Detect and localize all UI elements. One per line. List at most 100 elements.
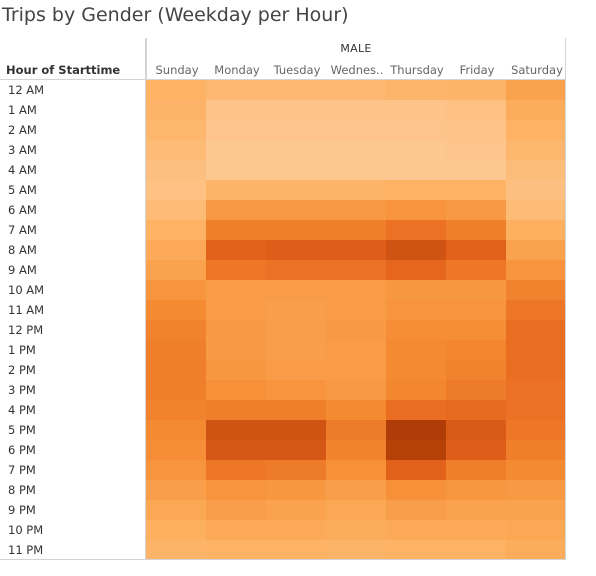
row-label: 10 AM [8,283,45,297]
heatmap-cell [146,440,206,460]
heatmap-cell [206,420,266,440]
heatmap-cell [266,380,326,400]
heatmap-cell [326,180,386,200]
heatmap-cell [206,320,266,340]
row-label: 2 AM [8,123,37,137]
heatmap-cell [506,300,566,320]
heatmap-cell [266,460,326,480]
heatmap-cell [326,520,386,540]
heatmap-cell [386,340,446,360]
heatmap-cell [326,480,386,500]
heatmap-cell [326,320,386,340]
heatmap-cell [206,80,266,100]
heatmap-cell [206,300,266,320]
heatmap-cell [446,220,506,240]
heatmap-frame: MALE Sunday Monday Tuesday Wednes.. Thur… [0,38,566,560]
heatmap-cell [506,440,566,460]
heatmap-cell [446,540,506,560]
heatmap-cell [506,240,566,260]
heatmap-cell [506,520,566,540]
heatmap-cell [446,460,506,480]
heatmap-cell [146,320,206,340]
heatmap-cell [146,480,206,500]
heatmap-cell [146,260,206,280]
row-label: 7 AM [8,223,37,237]
heatmap-cell [206,440,266,460]
heatmap-cell [506,220,566,240]
heatmap-cell [326,500,386,520]
row-header-divider [0,79,146,80]
heatmap-cell [266,500,326,520]
heatmap-cell [206,520,266,540]
heatmap-cell [386,180,446,200]
heatmap-cell [446,120,506,140]
heatmap-cell [326,440,386,460]
heatmap-cell [506,120,566,140]
heatmap-cell [326,120,386,140]
row-label: 8 PM [8,483,36,497]
heatmap-cell [266,200,326,220]
row-label: 9 AM [8,263,37,277]
row-label: 3 PM [8,383,36,397]
heatmap-cell [206,140,266,160]
heatmap-cell [266,420,326,440]
heatmap-cell [386,420,446,440]
column-label-friday: Friday [459,63,495,77]
heatmap-cell [146,220,206,240]
heatmap-cell [206,380,266,400]
heatmap-grid [146,80,566,560]
heatmap-cell [326,280,386,300]
heatmap-cell [266,120,326,140]
heatmap-cell [206,500,266,520]
heatmap-cell [446,300,506,320]
left-divider [145,38,146,560]
heatmap-cell [146,160,206,180]
heatmap-cell [326,340,386,360]
heatmap-cell [326,400,386,420]
heatmap-cell [506,360,566,380]
heatmap-cell [326,100,386,120]
heatmap-cell [506,280,566,300]
heatmap-cell [506,460,566,480]
heatmap-cell [506,480,566,500]
heatmap-cell [266,340,326,360]
heatmap-cell [506,260,566,280]
heatmap-cell [146,340,206,360]
row-label: 7 PM [8,463,36,477]
heatmap-cell [146,380,206,400]
heatmap-cell [266,360,326,380]
heatmap-cell [206,260,266,280]
heatmap-cell [266,300,326,320]
heatmap-cell [146,200,206,220]
row-label: 5 PM [8,423,36,437]
heatmap-cell [206,200,266,220]
heatmap-cell [446,80,506,100]
heatmap-cell [386,220,446,240]
heatmap-cell [326,540,386,560]
heatmap-cell [506,400,566,420]
heatmap-cell [386,140,446,160]
heatmap-cell [206,280,266,300]
heatmap-cell [446,140,506,160]
heatmap-cell [506,180,566,200]
heatmap-cell [386,500,446,520]
heatmap-cell [266,100,326,120]
heatmap-cell [206,220,266,240]
heatmap-cell [326,80,386,100]
heatmap-cell [206,540,266,560]
heatmap-cell [446,240,506,260]
heatmap-cell [386,460,446,480]
column-label-sunday: Sunday [155,63,199,77]
heatmap-cell [446,360,506,380]
column-group-label: MALE [340,42,372,55]
column-label-monday: Monday [214,63,260,77]
row-label: 11 PM [8,543,44,557]
heatmap-cell [146,460,206,480]
row-label: 8 AM [8,243,37,257]
heatmap-cell [326,140,386,160]
heatmap-cell [506,420,566,440]
heatmap-cell [206,160,266,180]
heatmap-cell [386,260,446,280]
heatmap-cell [146,120,206,140]
heatmap-cell [506,320,566,340]
